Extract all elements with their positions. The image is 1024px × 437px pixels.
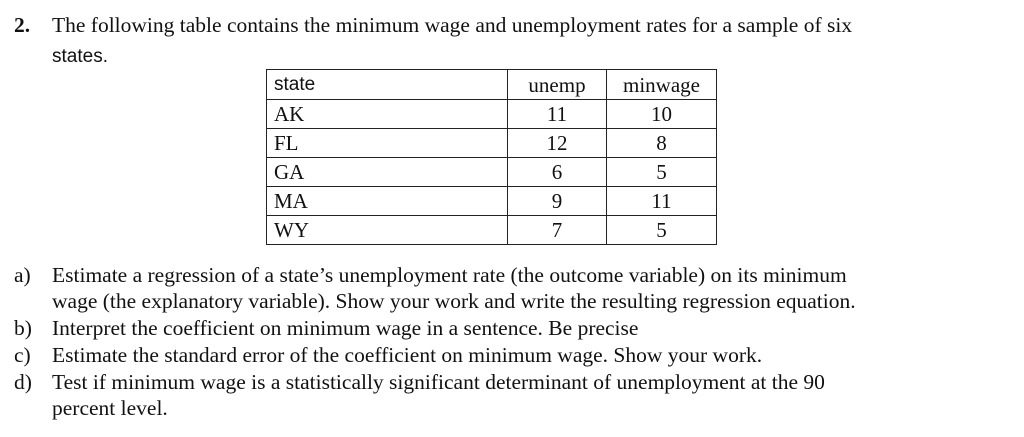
- cell-state: FL: [266, 128, 508, 158]
- question-text-line-2: states.: [52, 46, 108, 67]
- column-header-state: state: [266, 69, 508, 100]
- table-row: FL 12 8: [266, 128, 717, 158]
- table-row: WY 7 5: [266, 215, 717, 245]
- cell-minwage: 8: [606, 128, 717, 158]
- table-row: AK 11 10: [266, 99, 717, 129]
- part-text: Estimate a regression of a state’s unemp…: [52, 263, 847, 287]
- question-parts: a) Estimate a regression of a state’s un…: [14, 262, 1014, 422]
- question-number: 2.: [14, 13, 31, 37]
- part-label: d): [14, 370, 32, 394]
- cell-minwage: 5: [606, 215, 717, 245]
- cell-unemp: 6: [507, 157, 607, 187]
- cell-state: AK: [266, 99, 508, 129]
- question-text-line-1: The following table contains the minimum…: [52, 13, 853, 37]
- part-b: b) Interpret the coefficient on minimum …: [14, 315, 1014, 342]
- part-a: a) Estimate a regression of a state’s un…: [14, 262, 1014, 315]
- column-header-minwage: minwage: [606, 69, 717, 100]
- cell-minwage: 5: [606, 157, 717, 187]
- part-label: b): [14, 316, 32, 340]
- cell-unemp: 12: [507, 128, 607, 158]
- part-text: wage (the explanatory variable). Show yo…: [52, 289, 856, 313]
- table-row: MA 9 11: [266, 186, 717, 216]
- table-row: GA 6 5: [266, 157, 717, 187]
- part-text: Test if minimum wage is a statistically …: [52, 370, 825, 394]
- part-d: d) Test if minimum wage is a statistical…: [14, 369, 1014, 422]
- cell-state: GA: [266, 157, 508, 187]
- part-text: percent level.: [52, 396, 168, 420]
- column-header-unemp: unemp: [507, 69, 607, 100]
- cell-state: WY: [266, 215, 508, 245]
- cell-unemp: 9: [507, 186, 607, 216]
- part-label: c): [14, 343, 31, 367]
- table-header-row: state unemp minwage: [266, 69, 717, 100]
- part-label: a): [14, 263, 31, 287]
- cell-state: MA: [266, 186, 508, 216]
- part-text: Estimate the standard error of the coeff…: [52, 343, 763, 367]
- cell-unemp: 11: [507, 99, 607, 129]
- part-text: Interpret the coefficient on minimum wag…: [52, 316, 639, 340]
- cell-unemp: 7: [507, 215, 607, 245]
- part-c: c) Estimate the standard error of the co…: [14, 342, 1014, 369]
- cell-minwage: 11: [606, 186, 717, 216]
- cell-minwage: 10: [606, 99, 717, 129]
- data-table: state unemp minwage AK 11 10 FL 12 8 GA …: [266, 69, 717, 245]
